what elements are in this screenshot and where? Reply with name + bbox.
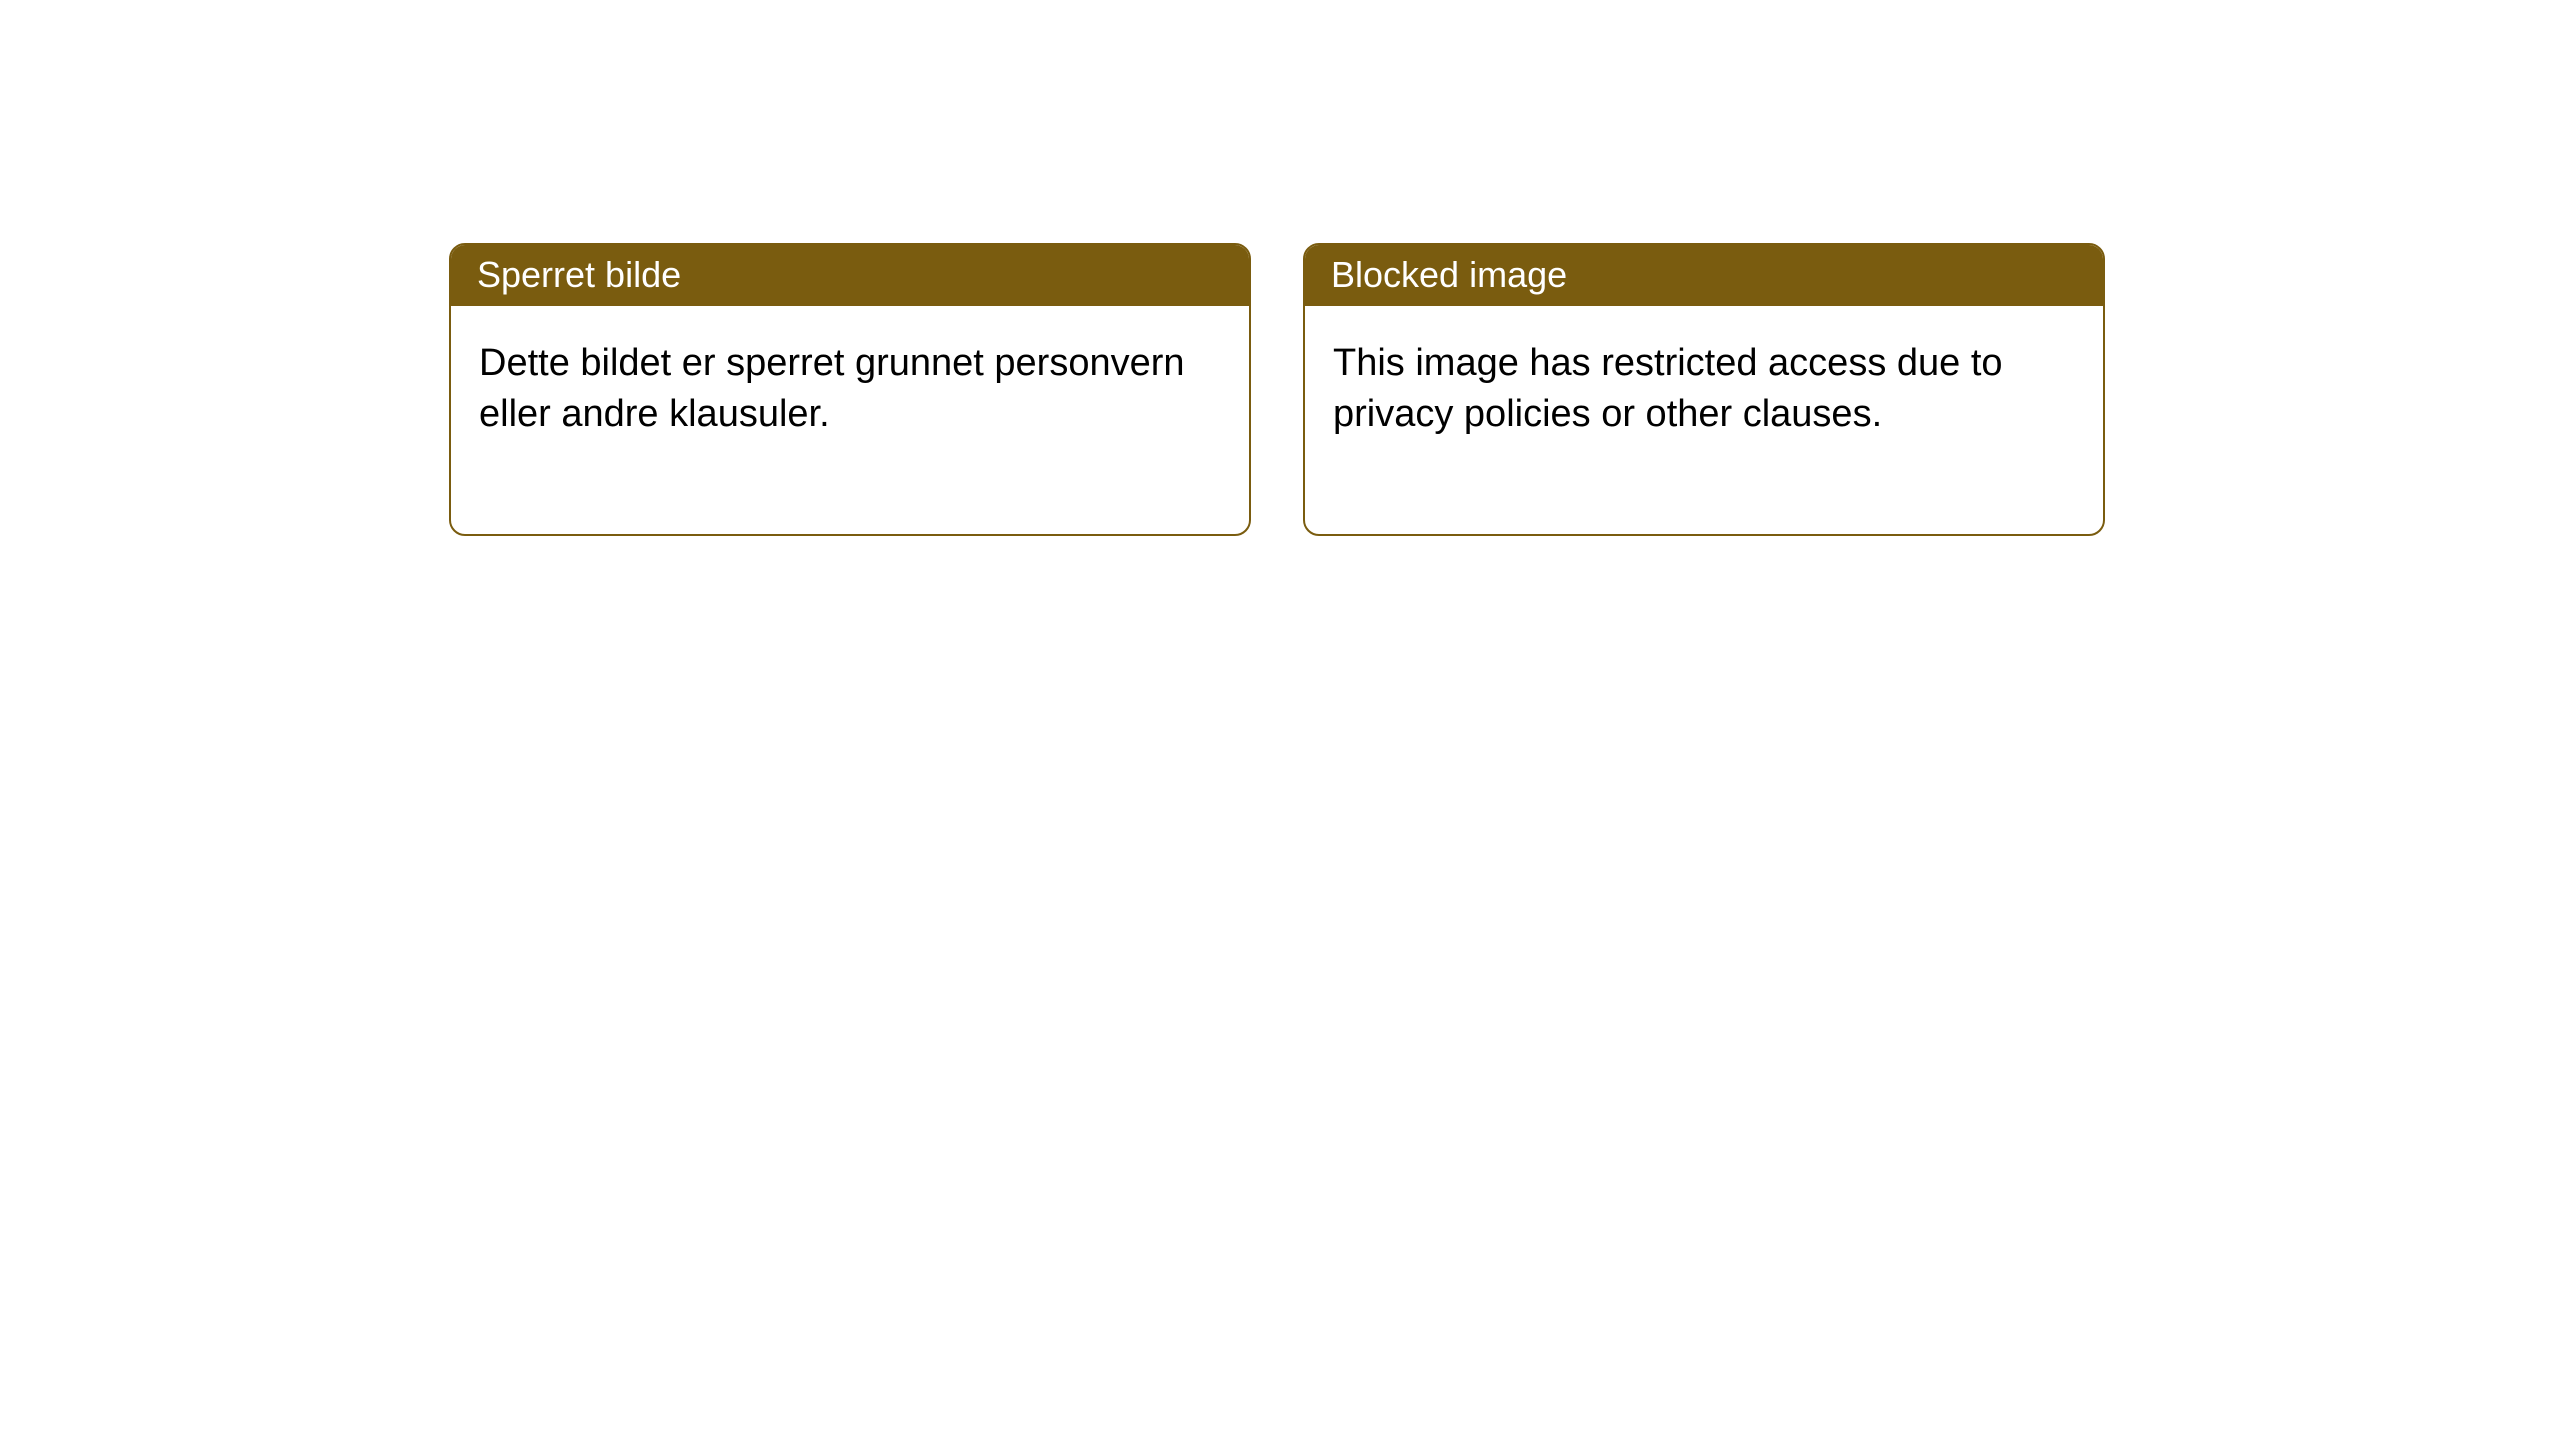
notice-box-english: Blocked image This image has restricted … — [1303, 243, 2105, 536]
notice-body-norwegian: Dette bildet er sperret grunnet personve… — [451, 306, 1249, 534]
notice-header-english: Blocked image — [1305, 245, 2103, 306]
notice-container: Sperret bilde Dette bildet er sperret gr… — [0, 0, 2560, 536]
notice-body-english: This image has restricted access due to … — [1305, 306, 2103, 534]
notice-header-norwegian: Sperret bilde — [451, 245, 1249, 306]
notice-box-norwegian: Sperret bilde Dette bildet er sperret gr… — [449, 243, 1251, 536]
